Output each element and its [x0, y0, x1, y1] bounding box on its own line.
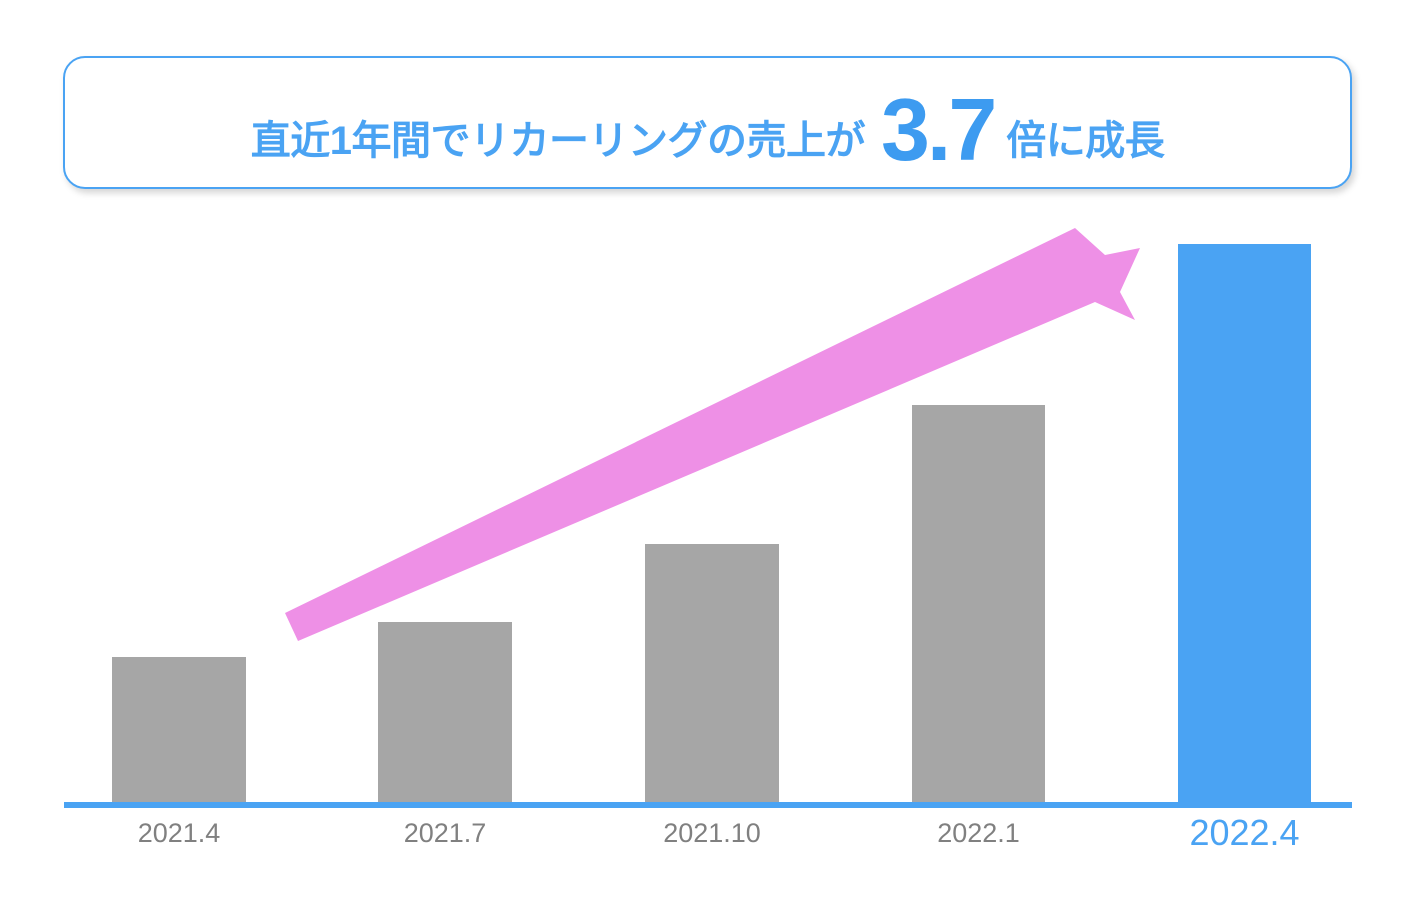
headline-text-group: 直近1年間でリカーリングの売上が 3.7 倍に成長: [250, 79, 1165, 179]
tick-label-2021-4: 2021.4: [137, 818, 221, 848]
tick-label-2021-7: 2021.7: [403, 818, 487, 848]
bar-2022-1: [912, 405, 1045, 805]
headline-multiplier-value: 3.7: [880, 79, 997, 179]
headline-callout-box: 直近1年間でリカーリングの売上が 3.7 倍に成長: [63, 56, 1352, 189]
bar-2021-7: [378, 622, 512, 805]
tick-label-2022-4: 2022.4: [1189, 812, 1300, 853]
bar-2021-4: [112, 657, 246, 805]
x-axis-line: [64, 802, 1352, 808]
headline-lead-text: 直近1年間でリカーリングの売上が: [250, 118, 866, 163]
tick-label-2022-1: 2022.1: [937, 818, 1020, 848]
headline-tail-text: 倍に成長: [1006, 118, 1165, 163]
bar-2022-4: [1178, 244, 1311, 805]
tick-label-2021-10: 2021.10: [663, 818, 761, 848]
bar-2021-10: [645, 544, 779, 805]
